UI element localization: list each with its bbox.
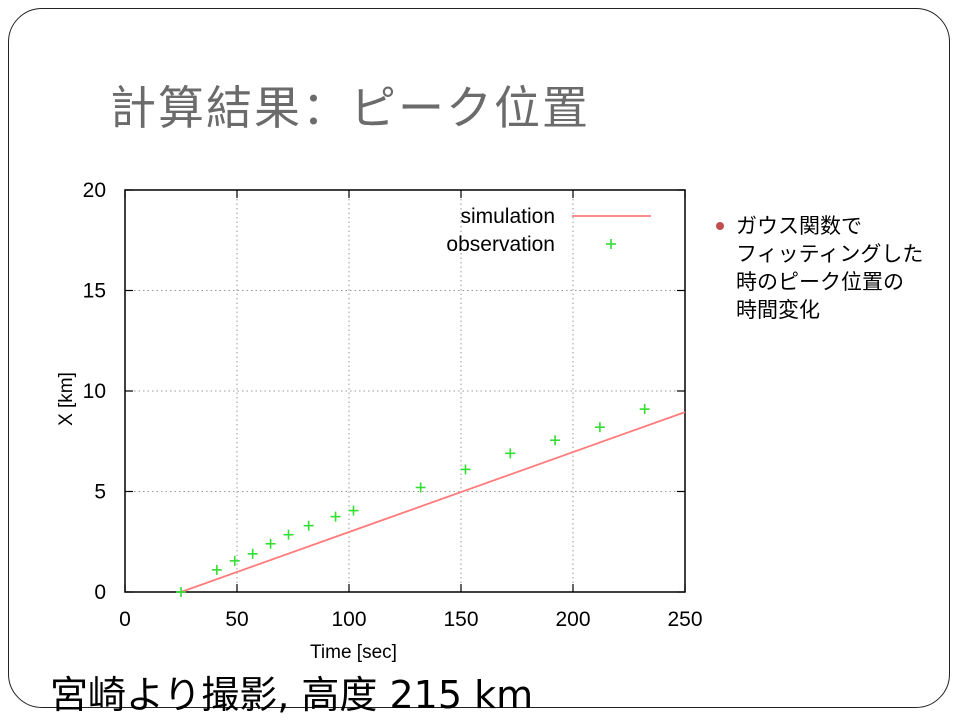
observation-point (176, 587, 186, 597)
x-tick-label: 250 (667, 608, 702, 631)
slide-caption: 宮崎より撮影, 高度 215 km (50, 673, 534, 717)
x-tick-label: 100 (331, 608, 366, 631)
bullet-dot-icon (716, 222, 724, 230)
observation-point (283, 529, 294, 540)
x-axis-label: Time [sec] (310, 642, 397, 663)
bullet-point: ガウス関数で フィッティングした 時のピーク位置の 時間変化 (716, 212, 952, 324)
observation-point (550, 435, 561, 446)
y-tick-label: 10 (83, 380, 106, 403)
x-tick-label: 50 (225, 608, 248, 631)
y-tick-label: 5 (94, 481, 106, 504)
observation-point (348, 505, 359, 516)
x-tick-label: 200 (555, 608, 590, 631)
observation-point (247, 548, 258, 559)
observation-point (303, 520, 314, 531)
observation-point (415, 482, 426, 493)
slide-title: 計算結果：ピーク位置 (110, 81, 590, 135)
observation-point (330, 511, 341, 522)
y-tick-label: 0 (94, 581, 106, 604)
legend-label: simulation (460, 205, 555, 228)
simulation-line (180, 411, 686, 593)
bullet-text: ガウス関数で フィッティングした 時のピーク位置の 時間変化 (736, 214, 924, 322)
legend-label: observation (446, 233, 555, 256)
observation-point (211, 564, 222, 575)
y-tick-label: 20 (83, 179, 106, 202)
x-tick-label: 150 (443, 608, 478, 631)
observation-point (460, 464, 471, 475)
observation-point (265, 538, 276, 549)
observation-point (594, 422, 605, 433)
observation-point (639, 404, 650, 415)
y-axis-label: X [km] (56, 372, 77, 426)
observation-point (505, 448, 516, 459)
observation-point (229, 555, 240, 566)
y-tick-label: 15 (83, 280, 106, 303)
x-tick-label: 0 (119, 608, 131, 631)
